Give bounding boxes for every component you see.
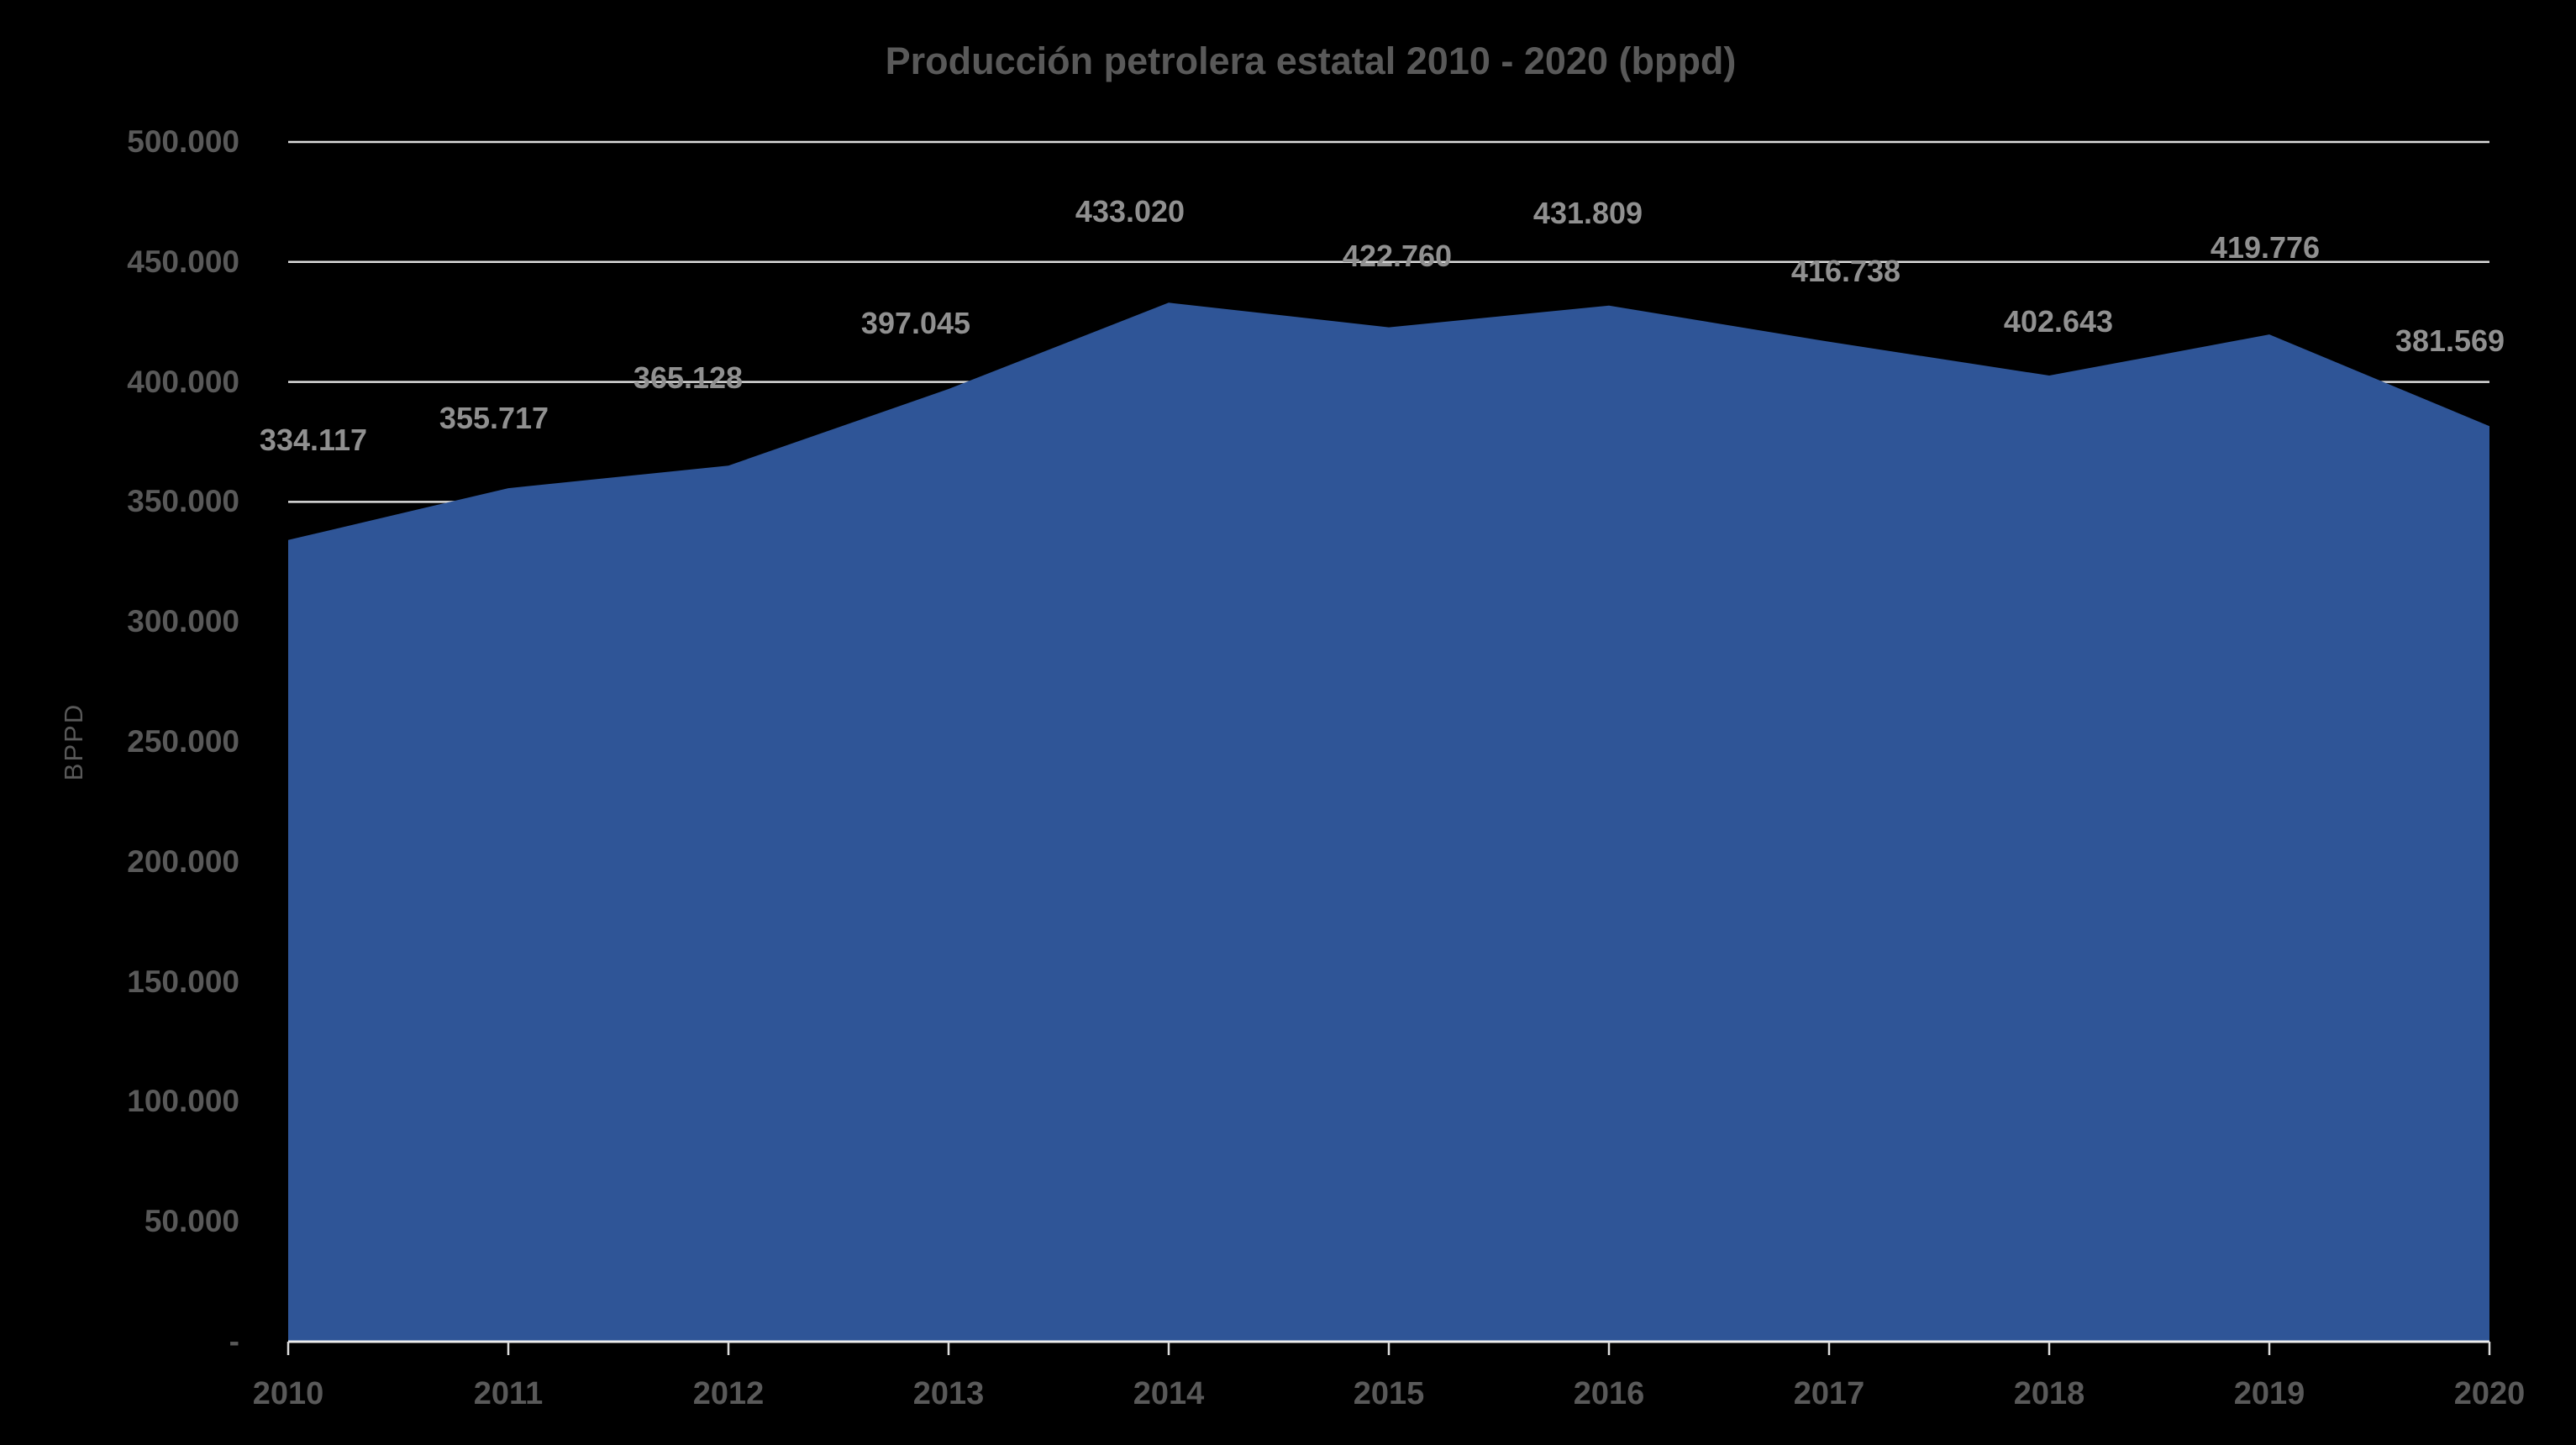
y-tick-label: 250.000	[127, 724, 239, 759]
data-label: 334.117	[259, 422, 368, 457]
data-label: 402.643	[2003, 304, 2114, 339]
y-tick-label: 350.000	[127, 484, 239, 519]
y-tick-label: 500.000	[127, 124, 239, 159]
y-tick-label: 50.000	[144, 1204, 239, 1239]
x-tick-label: 2016	[1573, 1376, 1645, 1411]
y-tick-label: 300.000	[127, 604, 239, 639]
x-tick-label: 2017	[1793, 1376, 1865, 1411]
x-tick-label: 2011	[473, 1376, 544, 1411]
y-tick-label: -	[229, 1324, 239, 1358]
x-tick-label: 2020	[2453, 1376, 2526, 1411]
area-series	[288, 302, 2489, 1342]
data-label: 416.738	[1790, 253, 1901, 288]
data-label: 431.809	[1532, 195, 1643, 230]
data-label: 433.020	[1075, 194, 1185, 229]
chart-title: Producción petrolera estatal 2010 - 2020…	[885, 39, 1737, 82]
y-tick-label: 400.000	[127, 364, 239, 399]
data-label: 419.776	[2210, 230, 2321, 265]
y-tick-label: 450.000	[127, 244, 239, 279]
data-label: 381.569	[2395, 323, 2505, 359]
data-label: 397.045	[860, 306, 971, 341]
x-tick-label: 2012	[692, 1376, 765, 1411]
y-tick-label: 100.000	[127, 1084, 239, 1119]
data-label: 365.128	[633, 360, 744, 396]
x-tick-label: 2015	[1353, 1376, 1425, 1411]
x-tick-label: 2019	[2233, 1376, 2305, 1411]
x-tick-label: 2014	[1133, 1376, 1205, 1411]
x-tick-label: 2018	[2013, 1376, 2085, 1411]
data-label: 355.717	[439, 401, 549, 436]
x-tick-label: 2013	[912, 1376, 985, 1411]
y-tick-label: 150.000	[127, 964, 239, 999]
data-label: 422.760	[1342, 238, 1453, 273]
x-tick-label: 2010	[252, 1376, 324, 1411]
y-tick-label: 200.000	[127, 843, 239, 879]
